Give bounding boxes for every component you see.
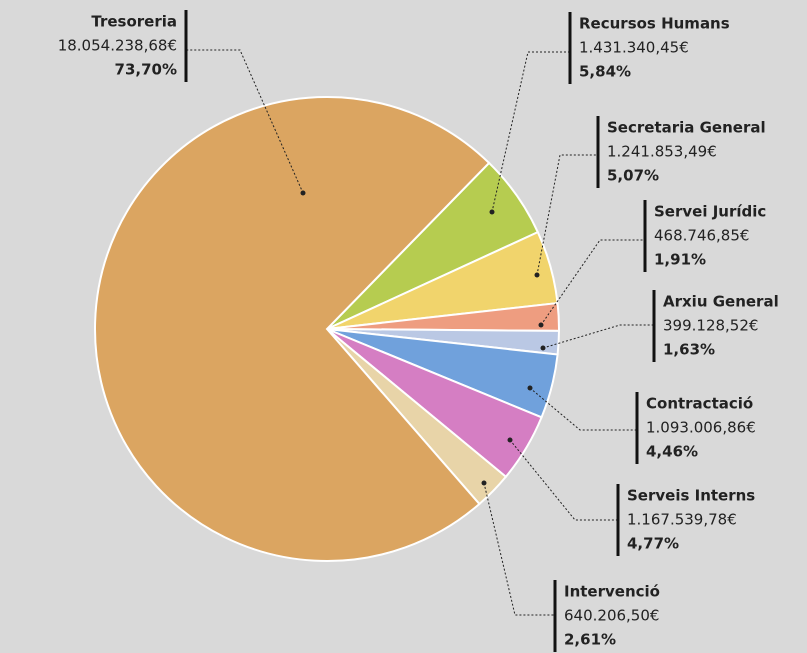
leader-dot — [534, 272, 540, 278]
amount-label: 1.431.340,45€ — [579, 39, 689, 57]
percent-label: 73,70% — [115, 61, 177, 79]
leader-dot — [507, 437, 513, 443]
category-label: Servei Jurídic — [654, 203, 766, 221]
label-bar — [635, 392, 639, 464]
label-bar — [553, 580, 557, 652]
percent-label: 5,84% — [579, 63, 631, 81]
category-label: Serveis Interns — [627, 487, 755, 505]
label-bar — [616, 484, 620, 556]
percent-label: 1,91% — [654, 251, 706, 269]
leader-line — [483, 482, 555, 616]
leader-line — [186, 49, 304, 194]
amount-label: 1.093.006,86€ — [646, 419, 756, 437]
leader-line — [540, 239, 645, 326]
percent-label: 4,46% — [646, 443, 698, 461]
label-bar — [568, 12, 572, 84]
amount-label: 1.167.539,78€ — [627, 511, 737, 529]
label-bar — [184, 10, 188, 82]
label-bar — [652, 290, 656, 362]
leader-line — [542, 324, 654, 349]
percent-label: 4,77% — [627, 535, 679, 553]
pie-slice — [94, 96, 491, 562]
label-bar — [643, 200, 647, 272]
leader-dot — [538, 322, 544, 328]
leader-line — [536, 154, 598, 276]
leader-dot — [489, 209, 495, 215]
amount-label: 399.128,52€ — [663, 317, 758, 335]
percent-label: 5,07% — [607, 167, 659, 185]
category-label: Tresoreria — [91, 13, 177, 31]
leader-dot — [481, 480, 487, 486]
percent-label: 1,63% — [663, 341, 715, 359]
category-label: Recursos Humans — [579, 15, 730, 33]
leader-dot — [527, 385, 533, 391]
amount-label: 468.746,85€ — [654, 227, 749, 245]
amount-label: 1.241.853,49€ — [607, 143, 717, 161]
amount-label: 18.054.238,68€ — [58, 37, 177, 55]
leader-line — [529, 387, 637, 431]
leader-dot — [300, 190, 306, 196]
category-label: Secretaria General — [607, 119, 766, 137]
leader-line — [491, 51, 570, 213]
leader-dot — [540, 345, 546, 351]
category-label: Contractació — [646, 395, 753, 413]
label-bar — [596, 116, 600, 188]
percent-label: 2,61% — [564, 631, 616, 649]
category-label: Intervenció — [564, 583, 660, 601]
category-label: Arxiu General — [663, 293, 779, 311]
amount-label: 640.206,50€ — [564, 607, 659, 625]
leader-line — [509, 439, 618, 521]
